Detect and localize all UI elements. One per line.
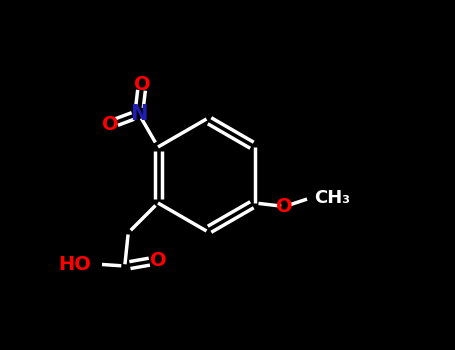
Text: O: O (102, 115, 119, 134)
Text: O: O (277, 197, 293, 216)
Text: CH₃: CH₃ (314, 189, 350, 207)
Text: N: N (130, 104, 147, 124)
Text: O: O (134, 75, 151, 93)
Text: HO: HO (59, 255, 91, 274)
Text: O: O (150, 251, 167, 270)
